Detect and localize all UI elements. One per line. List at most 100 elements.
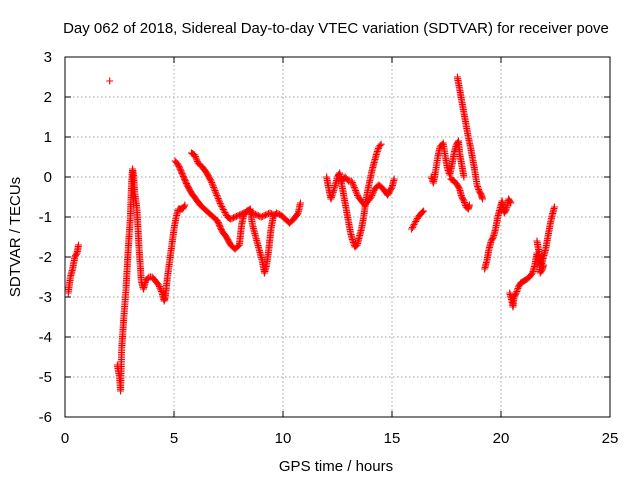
y-tick-label: 1 — [44, 129, 52, 146]
data-point — [214, 195, 222, 203]
data-point — [216, 198, 224, 206]
y-tick-label: -2 — [39, 249, 52, 266]
data-point — [366, 194, 374, 202]
data-point — [507, 199, 515, 207]
data-point — [181, 201, 189, 209]
data-point — [349, 180, 357, 188]
x-tick-label: 5 — [170, 430, 178, 447]
y-tick-label: 0 — [44, 169, 52, 186]
data-point — [351, 185, 359, 193]
data-point — [354, 191, 362, 199]
data-point — [350, 183, 358, 191]
y-axis-label: SDTVAR / TECUs — [7, 177, 24, 297]
data-point — [266, 209, 274, 217]
data-point — [257, 213, 265, 221]
data-point — [550, 203, 558, 211]
data-point — [348, 179, 356, 187]
data-point — [210, 183, 218, 191]
data-point — [156, 284, 164, 292]
data-point — [419, 208, 427, 216]
data-point — [191, 153, 199, 161]
data-point — [244, 207, 252, 215]
data-point — [191, 151, 199, 159]
data-point — [193, 156, 201, 164]
data-point — [208, 179, 216, 187]
data-point — [506, 198, 514, 206]
data-point — [390, 175, 398, 183]
x-tick-label: 25 — [602, 430, 619, 447]
data-point — [420, 207, 428, 215]
data-point — [72, 250, 80, 258]
data-point — [376, 142, 384, 150]
y-tick-labels: -6 -5 -4 -3 -2 -1 0 1 2 3 — [39, 49, 52, 426]
data-point — [219, 204, 227, 212]
data-point — [215, 196, 223, 204]
data-point — [267, 210, 275, 218]
data-point — [232, 212, 240, 220]
data-point — [387, 184, 395, 192]
data-point — [502, 206, 510, 214]
data-points — [64, 73, 558, 395]
data-point — [250, 210, 258, 218]
tick-marks — [64, 56, 611, 418]
data-point — [413, 216, 421, 224]
data-point — [212, 190, 220, 198]
data-point — [237, 210, 245, 218]
data-point — [410, 221, 418, 228]
data-point — [251, 210, 259, 218]
data-point — [455, 184, 463, 192]
data-point — [368, 191, 376, 199]
y-tick-label: -6 — [39, 409, 52, 426]
data-point — [211, 187, 219, 195]
data-point — [260, 212, 268, 220]
data-point — [296, 199, 304, 207]
data-point — [247, 208, 255, 216]
data-point — [489, 234, 497, 242]
data-point — [228, 214, 236, 222]
data-point — [222, 210, 230, 218]
data-point — [367, 193, 375, 201]
data-point — [209, 182, 217, 190]
data-point — [350, 182, 358, 190]
y-tick-label: -3 — [39, 289, 52, 306]
data-point — [230, 214, 238, 222]
data-point — [212, 188, 220, 196]
y-tick-label: 3 — [44, 49, 52, 66]
data-point — [262, 211, 270, 219]
data-point — [269, 210, 277, 218]
data-point — [227, 215, 235, 223]
y-tick-label: -4 — [39, 329, 52, 346]
data-point — [106, 77, 114, 85]
data-point — [234, 212, 242, 220]
data-point — [412, 218, 420, 225]
data-point — [221, 209, 229, 216]
x-axis-label: GPS time / hours — [279, 458, 393, 475]
x-tick-label: 0 — [61, 430, 69, 447]
chart-title: Day 062 of 2018, Sidereal Day-to-day VTE… — [63, 20, 609, 37]
x-tick-label: 20 — [493, 430, 510, 447]
data-point — [248, 209, 256, 217]
data-point — [192, 154, 200, 162]
data-point — [369, 190, 377, 198]
data-point — [214, 193, 222, 201]
data-point — [213, 191, 221, 199]
data-point — [154, 280, 162, 288]
data-point — [465, 201, 473, 209]
data-point — [180, 202, 188, 210]
data-point — [75, 241, 83, 249]
y-tick-label: 2 — [44, 89, 52, 106]
grid-lines — [65, 57, 610, 417]
data-point — [352, 188, 360, 196]
data-point — [408, 224, 416, 231]
data-point — [217, 201, 225, 209]
data-point — [207, 177, 215, 185]
data-point — [411, 219, 419, 227]
data-point — [235, 211, 243, 219]
data-point — [246, 208, 254, 216]
data-point — [238, 210, 246, 218]
data-point — [216, 199, 224, 207]
data-point — [352, 187, 360, 195]
data-point — [157, 287, 165, 295]
data-point — [208, 180, 216, 188]
